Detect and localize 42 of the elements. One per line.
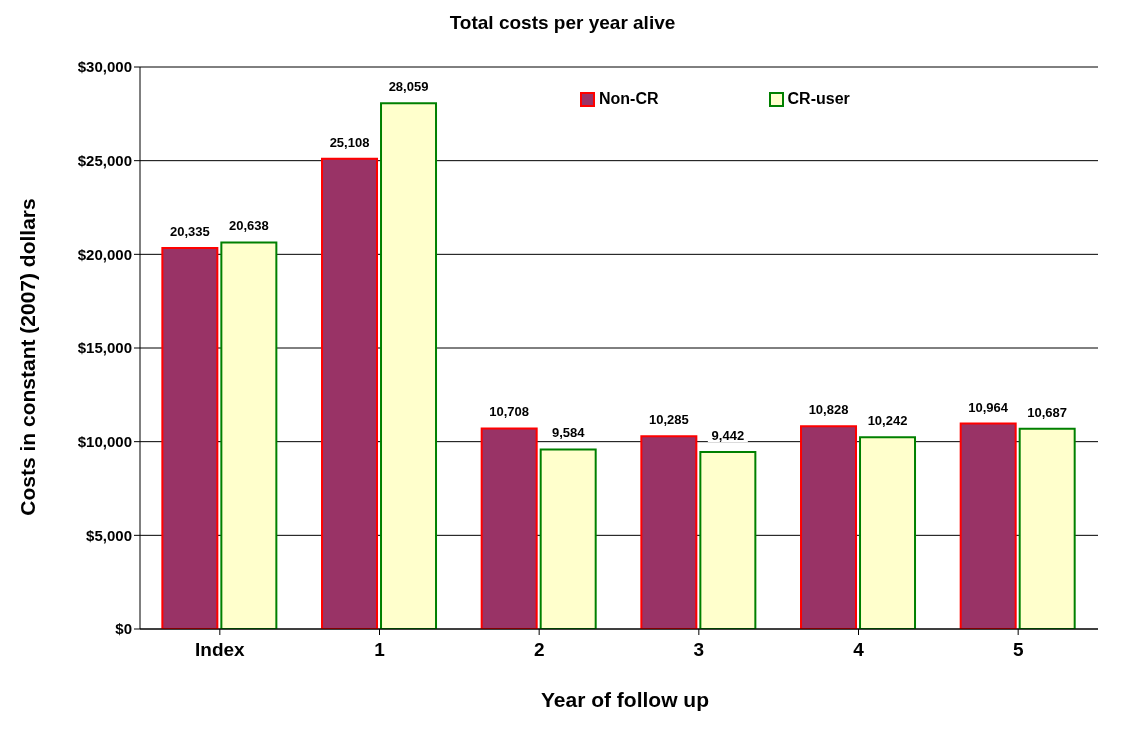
bar bbox=[161, 247, 219, 629]
bar bbox=[539, 448, 597, 629]
chart-title: Total costs per year alive bbox=[448, 12, 677, 34]
data-label: 25,108 bbox=[329, 134, 370, 150]
bar bbox=[699, 451, 757, 629]
data-label: 20,335 bbox=[169, 224, 210, 240]
bar bbox=[640, 435, 698, 629]
bar bbox=[959, 422, 1017, 629]
bar bbox=[380, 102, 438, 629]
y-tick-label: $30,000 bbox=[77, 58, 132, 76]
bar bbox=[220, 241, 278, 629]
data-label: 10,242 bbox=[867, 413, 908, 429]
y-tick-label: $25,000 bbox=[77, 151, 132, 169]
x-tick-label: 2 bbox=[533, 639, 545, 661]
legend-label: CR-user bbox=[787, 90, 850, 108]
bar bbox=[321, 157, 379, 629]
data-label: 10,687 bbox=[1027, 404, 1068, 420]
data-label: 9,442 bbox=[711, 428, 745, 444]
data-label: 10,964 bbox=[968, 399, 1009, 415]
x-tick-label: 4 bbox=[853, 639, 865, 661]
data-label: 10,708 bbox=[489, 404, 530, 420]
y-axis-title: Costs in constant (2007) dollars bbox=[16, 198, 40, 516]
x-tick-label: 3 bbox=[693, 639, 705, 661]
data-label: 10,828 bbox=[808, 402, 849, 418]
bar bbox=[859, 436, 917, 629]
legend-label: Non-CR bbox=[599, 90, 659, 108]
bar bbox=[480, 427, 538, 629]
x-tick-label: 5 bbox=[1012, 639, 1024, 661]
x-tick-label: Index bbox=[195, 639, 246, 661]
y-tick-label: $5,000 bbox=[86, 526, 132, 544]
data-label: 20,638 bbox=[228, 218, 269, 234]
data-label: 9,584 bbox=[551, 425, 586, 441]
data-label: 28,059 bbox=[388, 79, 429, 95]
bar bbox=[1018, 427, 1076, 629]
x-tick-label: 1 bbox=[374, 639, 386, 661]
x-axis-title: Year of follow up bbox=[540, 688, 710, 712]
bar bbox=[800, 425, 858, 629]
data-label: 10,285 bbox=[648, 412, 689, 428]
y-tick-label: $10,000 bbox=[77, 432, 132, 450]
y-tick-label: $15,000 bbox=[77, 339, 132, 357]
y-tick-label: $20,000 bbox=[77, 245, 132, 263]
y-tick-label: $0 bbox=[115, 620, 132, 638]
